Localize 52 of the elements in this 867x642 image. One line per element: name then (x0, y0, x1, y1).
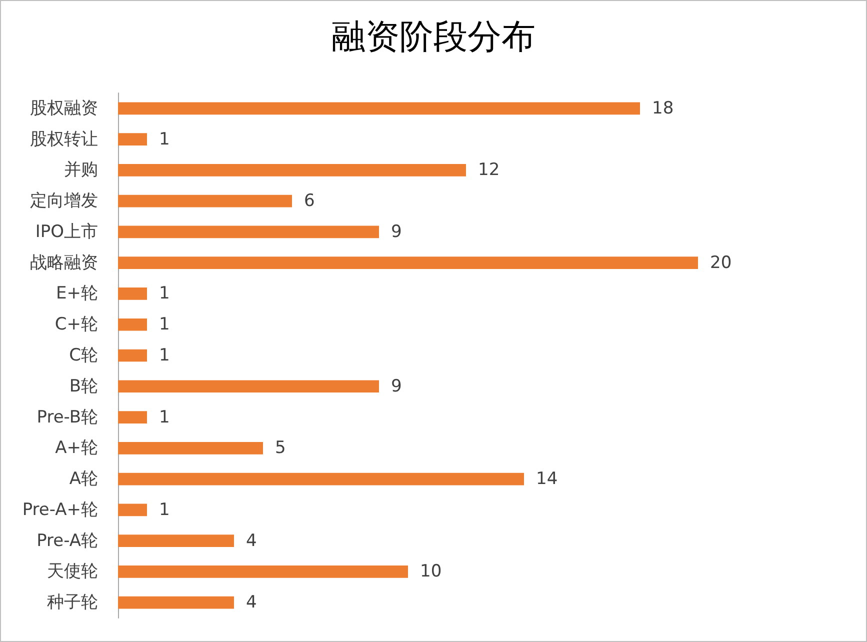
bar (118, 472, 524, 486)
data-label: 9 (391, 376, 402, 396)
y-tick-label: C轮 (69, 346, 98, 366)
data-label: 1 (159, 314, 170, 335)
y-tick-label: 定向增发 (30, 191, 98, 212)
bar (118, 164, 466, 176)
data-label: 20 (710, 252, 732, 273)
y-tick-label: 股权融资 (30, 98, 98, 118)
chart-title: 融资阶段分布 (332, 17, 536, 57)
data-label: 6 (304, 191, 315, 212)
bar (118, 256, 698, 270)
y-tick-label: A轮 (69, 469, 98, 490)
y-tick-label: C+轮 (54, 314, 98, 335)
bar (118, 226, 379, 238)
y-tick-label: E+轮 (56, 284, 98, 304)
data-label: 1 (159, 407, 170, 428)
bar (118, 133, 147, 146)
data-label: 9 (391, 222, 402, 242)
y-tick-label: 天使轮 (47, 562, 98, 582)
bar (118, 349, 147, 362)
data-label: 1 (159, 346, 170, 366)
data-label: 1 (159, 500, 170, 520)
data-label: 18 (652, 98, 674, 118)
y-tick-label: Pre-A轮 (36, 530, 98, 551)
bar (118, 566, 408, 578)
bar (118, 288, 147, 300)
y-tick-label: 战略融资 (30, 252, 98, 273)
data-label: 12 (478, 160, 500, 180)
bar (118, 411, 147, 424)
y-tick-label: 并购 (64, 160, 98, 180)
data-label: 1 (159, 129, 170, 150)
y-tick-label: 股权转让 (30, 129, 98, 150)
y-tick-label: Pre-B轮 (36, 407, 98, 428)
y-tick-label: A+轮 (55, 438, 98, 458)
bar (118, 380, 379, 393)
bar (118, 318, 147, 331)
data-label: 14 (536, 469, 558, 490)
bar (118, 102, 640, 115)
data-label: 5 (275, 438, 286, 458)
bar (118, 534, 234, 547)
data-label: 4 (246, 592, 257, 613)
data-label: 4 (246, 530, 257, 551)
y-tick-label: B轮 (69, 376, 98, 396)
data-label: 1 (159, 284, 170, 304)
y-tick-label: 种子轮 (47, 592, 98, 613)
data-label: 10 (420, 562, 442, 582)
bar (118, 442, 263, 454)
bar (118, 194, 292, 208)
y-tick-label: Pre-A+轮 (22, 500, 98, 520)
y-tick-label: IPO上市 (35, 222, 98, 242)
bar (118, 504, 147, 516)
bar (118, 596, 234, 609)
